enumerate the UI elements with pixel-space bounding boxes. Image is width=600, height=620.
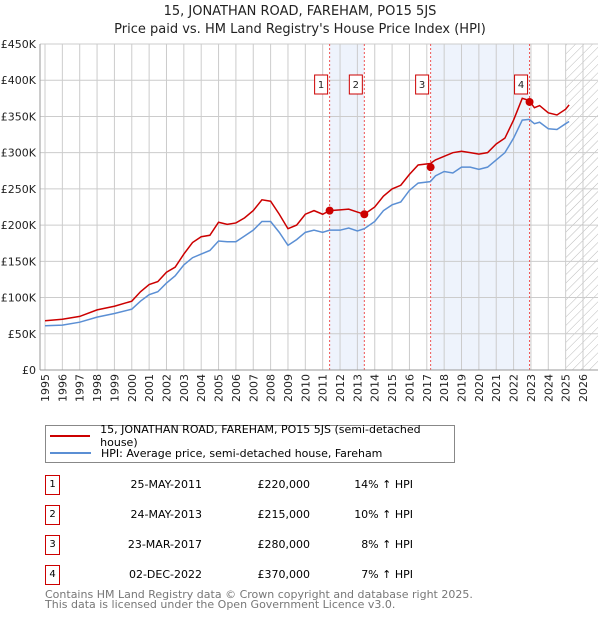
transaction-date: 02-DEC-2022 [128, 568, 202, 581]
legend-item-hpi: HPI: Average price, semi-detached house,… [50, 445, 382, 461]
series-line [44, 118, 570, 327]
y-tick-label: £100K [1, 292, 37, 305]
sale-point [325, 206, 334, 215]
y-tick-label: £200K [1, 219, 37, 232]
sale-point [426, 163, 435, 172]
x-tick-label: 2016 [403, 374, 416, 402]
x-tick-label: 2015 [386, 374, 399, 402]
transaction-price: £280,000 [257, 538, 311, 551]
x-tick-label: 2007 [247, 374, 260, 402]
legend-label: 15, JONATHAN ROAD, FAREHAM, PO15 5JS (se… [100, 423, 421, 449]
x-tick-label: 2017 [421, 374, 434, 402]
x-tick-label: 2009 [282, 374, 295, 402]
transaction-hpi-diff: 14% ↑ HPI [354, 478, 413, 491]
sale-label-box [348, 74, 363, 95]
future-hatch [565, 44, 598, 370]
x-tick-label: 2019 [456, 374, 469, 402]
legend-item-property: 15, JONATHAN ROAD, FAREHAM, PO15 5JS (se… [50, 423, 454, 449]
x-tick-label: 2006 [230, 374, 243, 402]
transaction-marker: 3 [45, 535, 60, 555]
footer-line-1: Contains HM Land Registry data © Crown c… [45, 588, 473, 601]
x-tick-label: 1998 [91, 374, 104, 402]
sale-point [525, 97, 534, 106]
x-tick-label: 1997 [74, 374, 87, 402]
sale-label: 3 [419, 80, 425, 91]
x-tick-label: 2026 [577, 374, 590, 402]
legend-swatch [50, 452, 91, 454]
legend-swatch [50, 435, 91, 437]
sale-label: 4 [518, 80, 524, 91]
x-tick-label: 2008 [265, 374, 278, 402]
y-tick-label: £350K [1, 110, 37, 123]
x-tick-label: 2011 [317, 374, 330, 402]
transaction-hpi-diff: 7% ↑ HPI [361, 568, 413, 581]
sale-label-box [314, 74, 329, 95]
y-tick-label: £0 [22, 364, 36, 377]
x-tick-label: 2010 [299, 374, 312, 402]
transaction-marker: 4 [45, 565, 60, 585]
x-tick-label: 2022 [508, 374, 521, 402]
transaction-marker: 1 [45, 475, 60, 495]
x-tick-label: 1995 [39, 374, 52, 402]
transaction-marker: 2 [45, 505, 60, 525]
shaded-period [430, 44, 530, 370]
x-tick-label: 2024 [542, 374, 555, 402]
footer-line-2: This data is licensed under the Open Gov… [45, 598, 396, 611]
x-tick-label: 2021 [490, 374, 503, 402]
transaction-hpi-diff: 8% ↑ HPI [361, 538, 413, 551]
sale-point [360, 210, 369, 219]
x-tick-label: 1999 [108, 374, 121, 402]
y-tick-label: £450K [1, 38, 37, 51]
x-tick-label: 2002 [160, 374, 173, 402]
sale-label: 1 [318, 80, 324, 91]
transaction-date: 23-MAR-2017 [127, 538, 202, 551]
y-tick-label: £250K [1, 183, 37, 196]
x-tick-label: 2020 [473, 374, 486, 402]
transaction-hpi-diff: 10% ↑ HPI [354, 508, 413, 521]
x-tick-label: 2023 [525, 374, 538, 402]
transaction-date: 25-MAY-2011 [130, 478, 202, 491]
x-tick-label: 2025 [560, 374, 573, 402]
y-tick-label: £400K [1, 74, 37, 87]
transaction-price: £370,000 [257, 568, 311, 581]
x-tick-label: 2018 [438, 374, 451, 402]
legend-label: HPI: Average price, semi-detached house,… [101, 446, 383, 460]
x-tick-label: 2014 [369, 374, 382, 402]
price-chart: 1995 1996 1997 1998 1999 2000 2001 2002 2003 2004… [1, 38, 598, 402]
x-tick-label: 2000 [126, 374, 139, 402]
sale-label-box [415, 74, 430, 95]
shaded-period [329, 44, 365, 370]
series-line [44, 97, 570, 322]
x-tick-label: 2013 [351, 374, 364, 402]
x-tick-label: 2001 [143, 374, 156, 402]
x-tick-label: 2003 [178, 374, 191, 402]
x-tick-label: 2004 [195, 374, 208, 402]
transaction-date: 24-MAY-2013 [130, 508, 202, 521]
sale-label: 2 [353, 80, 359, 91]
transaction-price: £215,000 [257, 508, 311, 521]
chart-title: 15, JONATHAN ROAD, FAREHAM, PO15 5JS [163, 4, 437, 19]
transaction-price: £220,000 [257, 478, 311, 491]
y-tick-label: £50K [8, 328, 37, 341]
sale-label-box [514, 74, 529, 95]
x-tick-label: 2005 [213, 374, 226, 402]
x-tick-label: 1996 [56, 374, 69, 402]
x-tick-label: 2012 [334, 374, 347, 402]
y-tick-label: £150K [1, 255, 37, 268]
legend: 15, JONATHAN ROAD, FAREHAM, PO15 5JS (se… [45, 423, 455, 463]
chart-subtitle: Price paid vs. HM Land Registry's House … [114, 22, 486, 37]
y-tick-label: £300K [1, 147, 37, 160]
